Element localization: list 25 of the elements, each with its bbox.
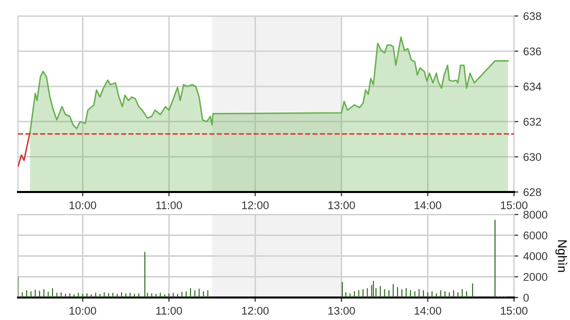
y-tick-label: 634 [524,82,542,91]
y-tick-label: 2000 [524,273,548,281]
y-tick-label: 6000 [524,232,548,240]
x-tick-label: 10:00 [70,201,96,210]
y-tick-label: 0 [523,294,529,302]
x-tick-label: 13:00 [328,201,355,210]
y-axis-title: Nghìn [555,240,568,272]
y-tick-label: 630 [524,153,542,161]
x-tick-label: 15:00 [500,201,528,210]
x-tick-label: 10:00 [70,306,96,315]
x-tick-label: 14:00 [414,306,442,315]
y-tick-label: 4000 [523,252,548,260]
x-tick-label: 11:00 [156,306,182,315]
x-tick-label: 11:00 [156,201,182,210]
x-tick-label: 13:00 [328,306,355,315]
y-tick-label: 628 [524,188,542,196]
y-tick-label: 636 [524,47,542,56]
x-tick-label: 12:00 [242,306,269,315]
y-tick-label: 638 [524,12,542,20]
line-series [18,131,31,168]
y-tick-label: 632 [524,118,542,126]
x-tick-label: 15:00 [500,306,528,315]
y-tick-label: 8000 [524,210,548,219]
x-tick-label: 12:00 [242,201,269,210]
x-tick-label: 14:00 [414,201,442,210]
